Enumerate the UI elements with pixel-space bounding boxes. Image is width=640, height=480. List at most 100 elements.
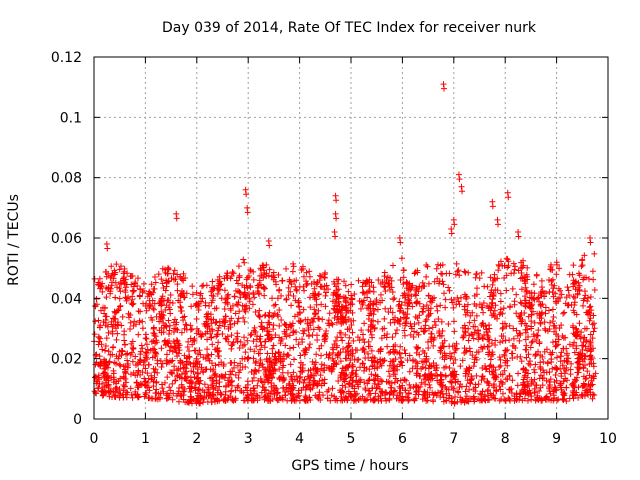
data-point — [134, 371, 141, 378]
data-point — [516, 337, 523, 344]
data-point — [426, 312, 433, 319]
data-point — [373, 384, 380, 391]
data-point — [321, 380, 328, 387]
data-point — [193, 301, 200, 308]
data-point — [561, 370, 568, 377]
data-point — [489, 281, 496, 288]
data-point — [499, 325, 506, 332]
data-point — [142, 302, 149, 309]
data-point — [583, 336, 590, 343]
data-point — [557, 358, 564, 365]
data-point — [209, 278, 216, 285]
data-point — [585, 275, 592, 282]
data-point — [250, 385, 257, 392]
data-point — [384, 331, 391, 338]
data-point — [525, 360, 532, 367]
data-point — [371, 355, 378, 362]
data-point — [209, 391, 216, 398]
data-point — [95, 361, 102, 368]
data-point — [571, 331, 578, 338]
data-point — [560, 391, 567, 398]
data-point — [117, 263, 124, 270]
data-point — [588, 307, 595, 314]
data-point — [150, 285, 157, 292]
data-point — [476, 334, 483, 341]
data-point — [99, 288, 106, 295]
outlier-point — [397, 239, 404, 246]
data-point — [484, 343, 491, 350]
data-point — [266, 309, 273, 316]
data-point — [398, 255, 405, 262]
data-point — [337, 329, 344, 336]
data-point — [208, 292, 215, 299]
data-point — [287, 288, 294, 295]
data-point — [542, 310, 549, 317]
data-point — [590, 328, 597, 335]
data-point — [389, 309, 396, 316]
data-point — [234, 362, 241, 369]
data-point — [401, 346, 408, 353]
data-point — [300, 379, 307, 386]
data-point — [565, 301, 572, 308]
data-point — [188, 326, 195, 333]
data-point — [110, 367, 117, 374]
data-point — [329, 366, 336, 373]
data-point — [187, 388, 194, 395]
data-point — [279, 369, 286, 376]
data-point — [224, 292, 231, 299]
data-point — [345, 288, 352, 295]
data-point — [359, 360, 366, 367]
data-point — [144, 370, 151, 377]
data-point — [316, 326, 323, 333]
data-point — [571, 349, 578, 356]
data-point — [427, 384, 434, 391]
data-point — [359, 283, 366, 290]
outlier-point — [332, 233, 339, 240]
data-point — [144, 293, 151, 300]
data-point — [364, 294, 371, 301]
data-point — [513, 390, 520, 397]
data-point — [165, 277, 172, 284]
data-point — [558, 322, 565, 329]
data-point — [219, 330, 226, 337]
data-point — [210, 366, 217, 373]
data-point — [329, 321, 336, 328]
data-point — [446, 343, 453, 350]
data-point — [166, 384, 173, 391]
data-point — [306, 341, 313, 348]
data-point — [91, 275, 98, 282]
data-point — [151, 273, 158, 280]
data-point — [267, 397, 274, 404]
data-point — [142, 391, 149, 398]
data-point — [338, 393, 345, 400]
data-point — [580, 276, 587, 283]
data-point — [555, 341, 562, 348]
data-point — [497, 298, 504, 305]
data-point — [589, 268, 596, 275]
data-point — [413, 292, 420, 299]
data-point — [573, 326, 580, 333]
data-point — [541, 369, 548, 376]
data-point — [210, 392, 217, 399]
data-point — [366, 276, 373, 283]
data-point — [524, 390, 531, 397]
data-point — [290, 292, 297, 299]
data-point — [104, 373, 111, 380]
data-point — [209, 341, 216, 348]
data-point — [559, 362, 566, 369]
data-point — [360, 336, 367, 343]
data-point — [583, 325, 590, 332]
data-point — [156, 394, 163, 401]
data-point — [381, 279, 388, 286]
data-point — [548, 356, 555, 363]
data-point — [215, 324, 222, 331]
data-point — [230, 397, 237, 404]
data-point — [179, 384, 186, 391]
data-point — [148, 395, 155, 402]
data-point — [122, 363, 129, 370]
data-point — [241, 290, 248, 297]
data-point — [498, 333, 505, 340]
data-point — [353, 367, 360, 374]
data-point — [371, 307, 378, 314]
data-point — [209, 297, 216, 304]
